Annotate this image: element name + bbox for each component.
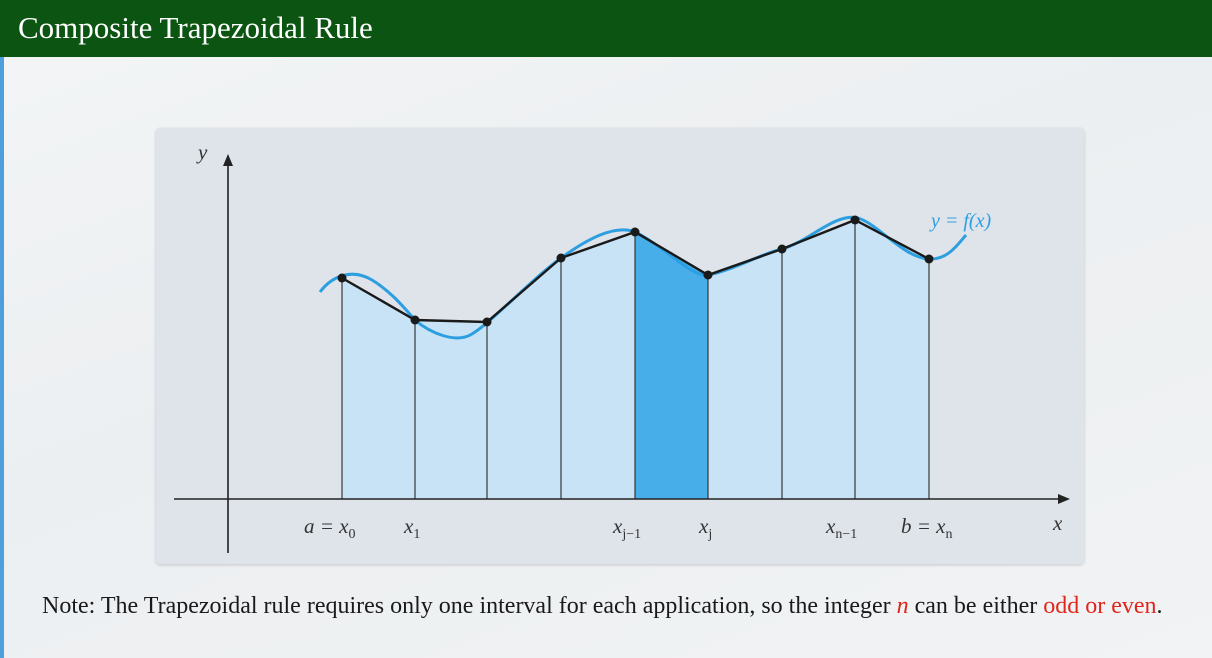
node-point xyxy=(630,227,640,237)
note-part1: Note: The Trapezoidal rule requires only… xyxy=(42,593,897,619)
node-verticals xyxy=(341,220,930,499)
node-point xyxy=(924,254,934,264)
node-point xyxy=(410,315,420,325)
tick-label-xn-1: xn−1 xyxy=(825,514,857,542)
trapezoid xyxy=(415,320,487,499)
title-bar: Composite Trapezoidal Rule xyxy=(0,0,1212,57)
note-text: Note: The Trapezoidal rule requires only… xyxy=(42,590,1192,623)
trapezoid xyxy=(561,232,635,499)
trapezoid xyxy=(487,258,561,499)
tick-label-x1: x1 xyxy=(403,514,420,542)
trapezoids xyxy=(342,220,929,499)
trapezoid-highlighted xyxy=(635,232,708,499)
left-accent-bar xyxy=(0,57,4,658)
trapezoid xyxy=(855,220,929,499)
trapezoid xyxy=(782,220,855,499)
curve-label: y = f(x) xyxy=(929,210,991,232)
figure-panel: y x y = f(x) a = x0 x1 xj−1 xj xn−1 b = … xyxy=(156,128,1084,564)
tick-label-xj: xj xyxy=(698,514,712,542)
slide-title: Composite Trapezoidal Rule xyxy=(18,10,373,45)
tick-label-xj-1: xj−1 xyxy=(612,514,641,542)
trapezoid xyxy=(708,249,782,499)
node-point xyxy=(703,270,713,280)
node-point xyxy=(556,253,566,263)
tick-label-x0: a = x0 xyxy=(304,514,356,542)
note-variable-n: n xyxy=(896,593,909,619)
note-part3: . xyxy=(1156,593,1163,619)
x-axis-label: x xyxy=(1052,511,1063,535)
nodes xyxy=(337,215,934,327)
node-point xyxy=(850,215,860,225)
y-axis-label: y xyxy=(196,140,208,164)
note-emphasis: odd or even xyxy=(1043,593,1157,619)
node-point xyxy=(337,273,347,283)
trapezoid xyxy=(342,278,415,499)
tick-label-xn: b = xn xyxy=(901,514,953,542)
note-part2: can be either xyxy=(908,593,1044,619)
node-point xyxy=(482,317,492,327)
node-point xyxy=(777,244,787,254)
trapezoid-diagram: y x y = f(x) a = x0 x1 xj−1 xj xn−1 b = … xyxy=(174,140,1070,553)
